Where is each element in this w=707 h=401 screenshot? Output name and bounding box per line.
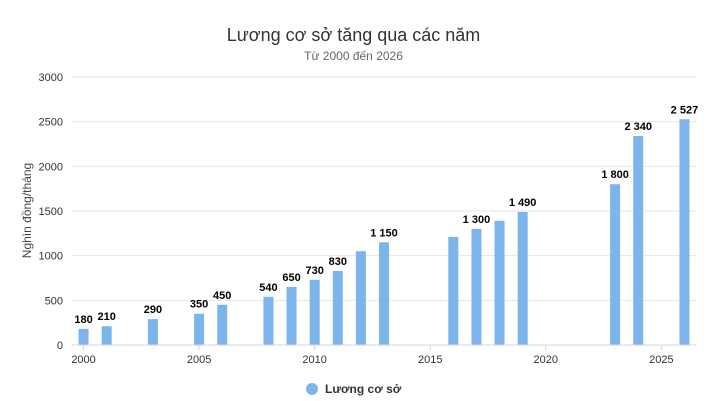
legend[interactable]: Lương cơ sở: [306, 382, 402, 396]
y-axis-label: Nghìn đồng/tháng: [20, 163, 34, 258]
data-label-2026: 2 527: [671, 104, 699, 116]
y-tick-label: 1000: [39, 251, 63, 263]
data-label-2024: 2 340: [624, 121, 652, 133]
data-labels: 180 210 290 350 450 540 650 730 830 1 150 1 300 1 4…: [74, 104, 698, 326]
data-label-2023: 1 800: [601, 169, 629, 181]
x-tick-label: 2025: [649, 354, 673, 366]
x-tick-label: 2010: [302, 354, 326, 366]
bar-2000[interactable]: [78, 328, 89, 345]
bar-2018[interactable]: [494, 220, 505, 345]
data-label-2008: 540: [259, 282, 277, 294]
y-tick-label: 2500: [39, 117, 63, 129]
data-label-2019: 1 490: [509, 197, 537, 209]
y-tick-label: 3000: [39, 72, 63, 84]
bar-2011[interactable]: [332, 270, 343, 345]
chart-title: Lương cơ sở tăng qua các năm: [227, 25, 481, 45]
x-tick-label: 2020: [534, 354, 558, 366]
bars: [78, 119, 690, 345]
y-tick-label: 500: [45, 295, 63, 307]
gridlines: [72, 76, 696, 301]
data-label-2003: 290: [144, 304, 162, 316]
bar-2001[interactable]: [101, 326, 112, 345]
x-axis-ticks: 2000 2005 2010 2015 2020 2025: [71, 345, 674, 366]
y-tick-label: 0: [57, 340, 63, 352]
bar-2006[interactable]: [217, 304, 228, 345]
bar-2005[interactable]: [194, 313, 205, 345]
bar-2023[interactable]: [610, 184, 621, 345]
bar-2008[interactable]: [263, 296, 274, 345]
bar-2009[interactable]: [286, 286, 297, 345]
bar-2019[interactable]: [517, 211, 528, 345]
data-label-2017: 1 300: [463, 214, 491, 226]
bar-2016[interactable]: [448, 236, 459, 345]
bar-2024[interactable]: [633, 135, 644, 345]
data-label-2011: 830: [329, 256, 347, 268]
data-label-2010: 730: [305, 265, 323, 277]
bar-2003[interactable]: [147, 319, 158, 345]
x-tick-label: 2005: [187, 354, 211, 366]
legend-label[interactable]: Lương cơ sở: [325, 382, 402, 396]
data-label-2006: 450: [213, 290, 231, 302]
bar-2010[interactable]: [309, 279, 320, 345]
y-tick-label: 1500: [39, 206, 63, 218]
chart-subtitle: Từ 2000 đến 2026: [304, 49, 403, 63]
y-axis-ticks: 0 500 1000 1500 2000 2500 3000: [39, 72, 63, 352]
data-label-2013: 1 150: [370, 227, 398, 239]
bar-2026[interactable]: [679, 119, 690, 345]
bar-2017[interactable]: [471, 228, 482, 345]
y-tick-label: 2000: [39, 161, 63, 173]
data-label-2009: 650: [282, 272, 300, 284]
data-label-2005: 350: [190, 299, 208, 311]
x-tick-label: 2000: [71, 354, 95, 366]
data-label-2000: 180: [74, 314, 92, 326]
bar-2012[interactable]: [355, 251, 366, 345]
legend-marker: [306, 383, 318, 395]
x-tick-label: 2015: [418, 354, 442, 366]
bar-2013[interactable]: [379, 242, 389, 345]
data-label-2001: 210: [97, 311, 115, 323]
